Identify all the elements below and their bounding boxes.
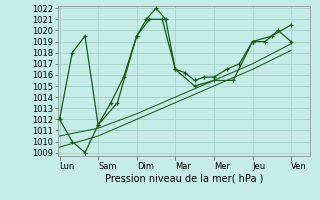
X-axis label: Pression niveau de la mer( hPa ): Pression niveau de la mer( hPa ) — [105, 173, 263, 183]
